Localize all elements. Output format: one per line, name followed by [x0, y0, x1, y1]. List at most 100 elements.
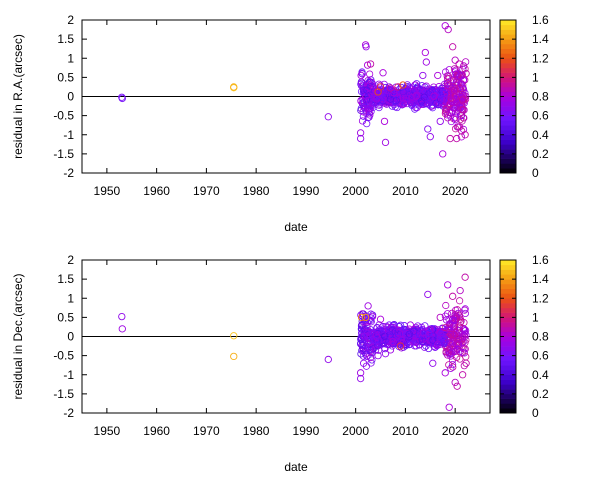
- colorbar-band: [500, 24, 516, 30]
- colorbar-tick-label: 0: [532, 166, 539, 180]
- colorbar-tick-label: 0.8: [532, 90, 549, 104]
- data-point: [455, 323, 463, 331]
- data-point: [452, 70, 460, 78]
- data-point: [369, 312, 377, 321]
- y-tick-label: -2: [63, 406, 74, 420]
- data-point: [461, 273, 469, 281]
- colorbar-band: [500, 369, 516, 376]
- colorbar-band: [500, 153, 516, 159]
- y-axis-title: residual in R.A.(arcsec): [11, 34, 25, 159]
- data-point: [426, 334, 434, 342]
- data-point: [324, 355, 332, 364]
- data-point: [439, 332, 447, 340]
- data-point: [388, 323, 396, 331]
- data-point: [449, 360, 457, 369]
- data-point: [451, 347, 459, 355]
- x-tick-label: 2010: [392, 424, 419, 438]
- data-point: [363, 327, 371, 335]
- data-point: [379, 323, 387, 331]
- y-tick-label: 0: [67, 330, 74, 344]
- y-tick-label: 1.5: [57, 272, 74, 286]
- data-point: [426, 88, 434, 97]
- data-point: [426, 133, 434, 141]
- data-point: [366, 60, 375, 68]
- colorbar-band: [500, 43, 516, 49]
- colorbar-band: [500, 86, 516, 93]
- colorbar-band: [500, 58, 516, 64]
- x-tick-label: 1970: [193, 184, 220, 198]
- data-point: [450, 331, 458, 339]
- data-point: [451, 312, 459, 320]
- colorbar-band: [500, 63, 516, 69]
- chart-panel-top: -2 -1.5 -1 -0.5 0 0.5 1 1.5 2 1950 1960 1970 1980 199…: [11, 13, 549, 234]
- colorbar-band: [500, 393, 516, 399]
- data-point: [357, 97, 365, 105]
- data-point: [412, 92, 420, 100]
- data-point: [230, 332, 238, 340]
- data-point: [440, 89, 448, 98]
- colorbar-band: [500, 39, 516, 45]
- data-point: [453, 382, 461, 390]
- y-tick-label: -1.5: [53, 387, 74, 401]
- data-point: [449, 43, 457, 51]
- colorbar-band: [500, 53, 516, 59]
- data-point: [420, 329, 428, 337]
- data-point: [462, 331, 470, 339]
- colorbar-tick-label: 1: [532, 70, 539, 84]
- data-point: [369, 87, 377, 95]
- data-point: [440, 338, 448, 346]
- colorbar-band: [500, 67, 516, 73]
- x-tick-label: 1950: [94, 184, 121, 198]
- colorbar-band: [500, 125, 516, 131]
- colorbar-band: [500, 96, 516, 102]
- y-tick-label: 1: [67, 51, 74, 65]
- data-point: [405, 333, 413, 341]
- data-point: [379, 336, 387, 345]
- data-point: [418, 97, 426, 105]
- data-point: [417, 326, 426, 335]
- x-tick-label: 1960: [143, 424, 170, 438]
- colorbar-band: [500, 288, 516, 294]
- data-point: [462, 69, 470, 78]
- data-point: [435, 96, 444, 104]
- data-point: [460, 85, 468, 94]
- data-point: [457, 80, 465, 88]
- colorbar-band: [500, 312, 516, 318]
- data-point: [376, 83, 385, 91]
- x-tick-label: 1990: [293, 424, 320, 438]
- data-point: [368, 344, 376, 352]
- data-point: [412, 104, 420, 112]
- data-point: [443, 90, 452, 98]
- data-point: [324, 113, 332, 121]
- data-point: [357, 80, 365, 88]
- colorbar-band: [500, 139, 516, 145]
- data-point: [406, 340, 414, 348]
- data-point: [454, 72, 462, 80]
- colorbar-band: [500, 346, 516, 352]
- data-point: [446, 134, 454, 143]
- data-point: [433, 341, 441, 350]
- y-tick-label: -1: [63, 368, 74, 382]
- data-point: [381, 138, 390, 147]
- data-point: [457, 127, 466, 135]
- data-point: [448, 316, 456, 324]
- x-tick-label: 1980: [243, 184, 270, 198]
- data-point: [437, 330, 445, 339]
- colorbar-band: [500, 158, 516, 164]
- colorbar-band: [500, 163, 516, 169]
- data-point: [381, 350, 390, 358]
- colorbar-tick-label: 0.8: [532, 330, 549, 344]
- colorbar-tick-label: 0: [532, 406, 539, 420]
- data-point: [357, 71, 365, 80]
- data-point: [363, 330, 371, 338]
- data-point: [362, 43, 370, 51]
- data-point: [428, 104, 437, 112]
- data-point: [399, 93, 408, 101]
- colorbar-band: [500, 129, 516, 136]
- data-point: [462, 92, 470, 100]
- data-point: [361, 313, 370, 322]
- data-point: [360, 97, 368, 106]
- data-point: [434, 340, 442, 348]
- data-point: [461, 131, 469, 139]
